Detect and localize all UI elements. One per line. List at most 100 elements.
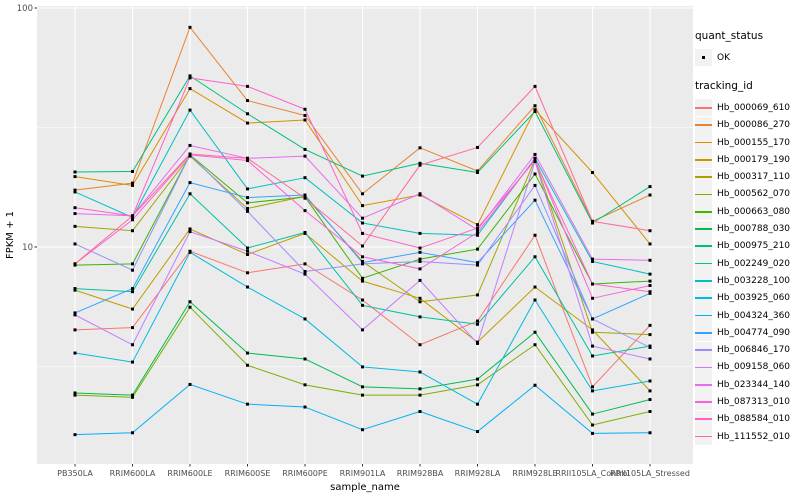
data-point — [73, 212, 77, 216]
data-point — [246, 351, 249, 355]
legend-key-swatch — [695, 376, 712, 394]
data-point — [591, 221, 594, 225]
data-point — [131, 181, 134, 185]
legend-title-tracking-id: tracking_id — [695, 80, 753, 93]
x-tick-label: RRIM600PE — [282, 469, 328, 478]
legend-key-line — [695, 418, 712, 421]
data-point — [648, 185, 652, 189]
data-point — [188, 143, 192, 147]
data-point — [591, 328, 594, 332]
legend-key-swatch — [695, 358, 712, 376]
legend-entry: Hb_004774_090 — [695, 324, 791, 342]
data-point — [361, 393, 364, 397]
x-tick-label: RRIM901LA — [340, 469, 386, 478]
data-point — [418, 163, 422, 167]
legend-entry-label: Hb_088584_010 — [717, 414, 791, 425]
data-point — [476, 261, 479, 265]
legend-entry-label: Hb_000663_080 — [717, 206, 791, 217]
data-point — [533, 183, 537, 187]
data-point — [303, 209, 307, 213]
legend-key-swatch — [695, 220, 712, 238]
legend-key-swatch — [695, 49, 712, 67]
legend-key-swatch — [695, 307, 712, 324]
legend-key-swatch — [695, 324, 712, 342]
data-point — [73, 287, 77, 291]
x-tick-label: RRII105LA_Stressed — [610, 469, 690, 478]
legend-entry-label: Hb_000788_030 — [717, 224, 791, 235]
data-point — [648, 431, 652, 435]
data-point — [533, 233, 537, 237]
data-point — [131, 393, 134, 397]
legend-entry-label: Hb_111552_010 — [717, 431, 791, 442]
legend-entry: Hb_087313_010 — [695, 393, 791, 411]
data-point — [73, 393, 77, 397]
data-point — [188, 250, 192, 254]
data-point — [591, 431, 594, 435]
legend-entry-label: Hb_023344_140 — [717, 379, 791, 390]
legend-key-swatch — [695, 393, 712, 411]
legend-key-line — [695, 262, 712, 265]
data-point — [361, 221, 364, 225]
legend-entry-label: Hb_087313_010 — [717, 396, 791, 407]
data-point — [648, 290, 652, 294]
legend-key-line — [695, 107, 712, 109]
data-point — [648, 379, 652, 383]
data-point — [533, 152, 537, 156]
data-point — [246, 84, 249, 88]
legend-entry-label: Hb_004774_090 — [717, 327, 791, 338]
data-point — [648, 279, 652, 283]
legend-entry: Hb_006846_170 — [695, 341, 790, 359]
data-point — [648, 284, 652, 288]
data-point — [246, 112, 249, 116]
legend-key-swatch — [695, 341, 712, 359]
data-point — [591, 296, 594, 300]
data-point — [73, 262, 77, 266]
data-point — [361, 262, 364, 266]
data-point — [533, 108, 537, 112]
legend-entries-list: Hb_000069_610 Hb_000086_270 Hb_000155_170 H… — [695, 99, 791, 446]
data-point — [476, 247, 479, 251]
data-point — [361, 428, 364, 432]
legend-entry-label: Hb_000562_070 — [717, 189, 791, 200]
data-point — [131, 262, 134, 266]
data-point — [188, 300, 192, 304]
data-point — [591, 219, 594, 223]
data-point — [131, 169, 134, 173]
data-point — [648, 272, 652, 276]
data-point — [418, 146, 422, 150]
legend-entry-label: Hb_004324_360 — [717, 310, 791, 321]
legend-entry: Hb_000317_110 — [695, 168, 790, 186]
data-point — [476, 223, 479, 227]
data-point — [131, 229, 134, 233]
data-point — [131, 395, 134, 399]
data-point — [188, 108, 192, 112]
legend-key-line — [695, 124, 712, 127]
data-point — [246, 253, 249, 257]
data-point — [188, 87, 192, 91]
data-point — [131, 287, 134, 291]
data-point — [246, 402, 249, 406]
legend-key-line — [695, 158, 712, 161]
data-point — [73, 206, 77, 210]
data-point — [131, 215, 134, 219]
data-point — [188, 74, 192, 78]
legend-key-swatch — [695, 289, 712, 307]
data-point — [361, 276, 364, 280]
data-point — [246, 271, 249, 275]
legend-key-line — [695, 331, 712, 334]
legend-key-line — [695, 210, 712, 213]
data-point — [361, 365, 364, 369]
legend-key-line — [695, 228, 712, 230]
legend-key-line — [695, 297, 712, 300]
data-point — [476, 322, 479, 326]
legend-key-swatch — [695, 134, 712, 152]
x-tick-label: RRIM928LE — [512, 469, 557, 478]
data-point — [591, 259, 594, 263]
data-point — [418, 387, 422, 391]
data-point — [418, 278, 422, 282]
data-point — [591, 423, 594, 427]
data-point — [73, 190, 77, 194]
data-point — [533, 159, 537, 163]
legend-title-quant-status: quant_status — [695, 30, 764, 42]
